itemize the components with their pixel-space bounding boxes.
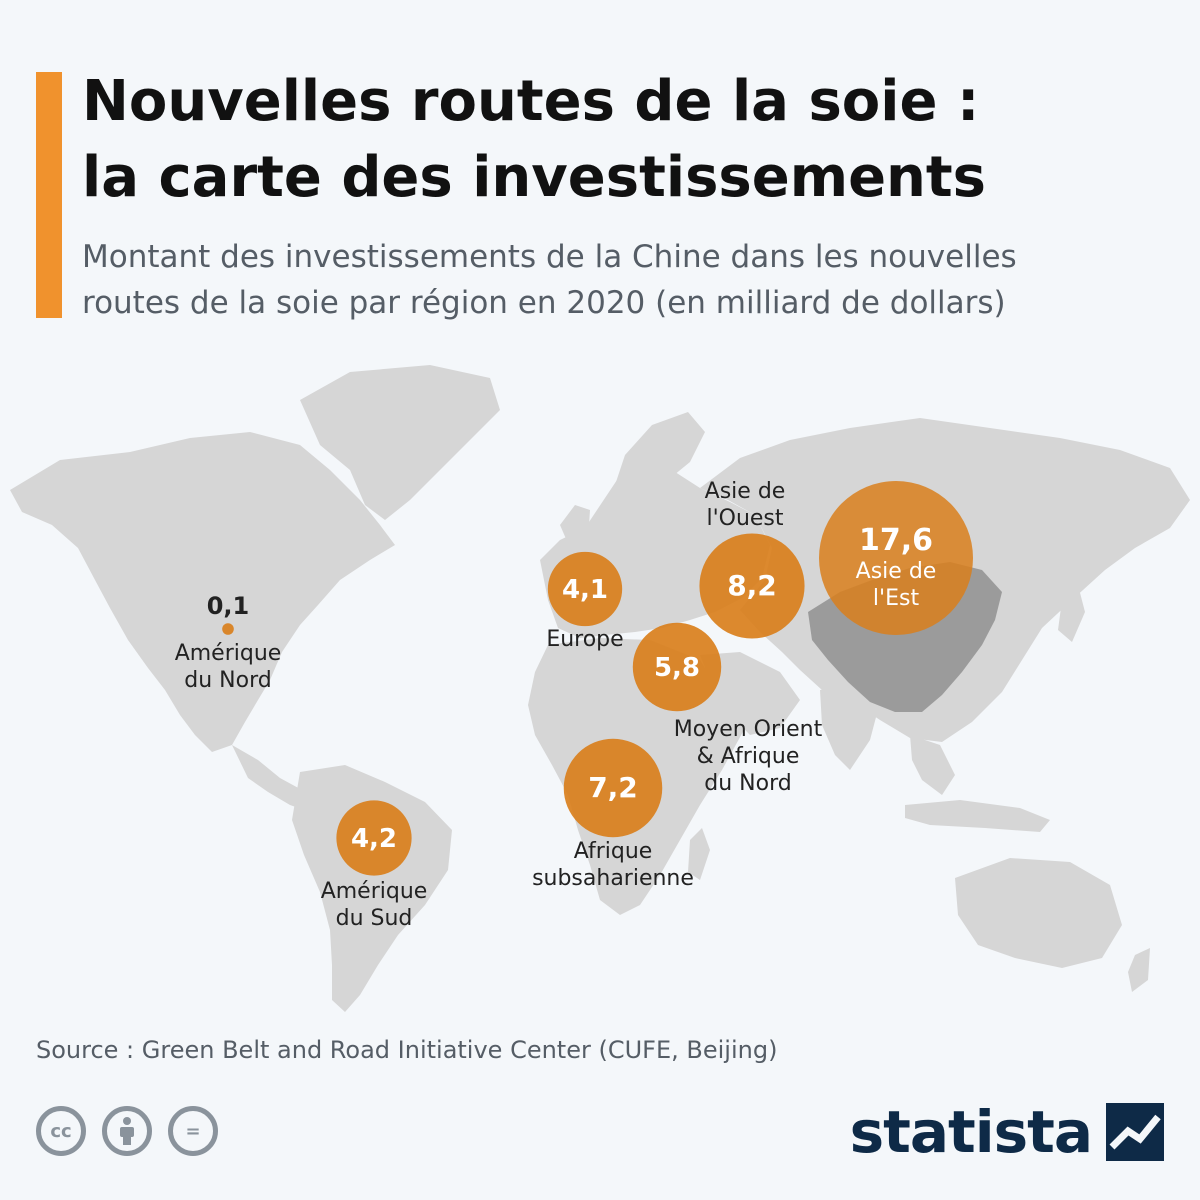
bubble-south-america xyxy=(336,800,412,876)
value-label-north-america: 0,1 xyxy=(207,592,250,620)
nd-icon-text: = xyxy=(185,1120,201,1142)
title-line-1: Nouvelles routes de la soie : xyxy=(82,69,980,134)
investment-bubbles: 0,1 Amérique du Nord 4,1 Europe 8,2 Asie de l'O… xyxy=(175,479,973,931)
page-title: Nouvelles routes de la soie : la carte d… xyxy=(82,64,1182,216)
cc-icon-text: cc xyxy=(50,1120,72,1142)
japan-shape xyxy=(1058,585,1085,642)
region-label-north-america: Amérique du Nord xyxy=(175,641,282,693)
indonesia-shape xyxy=(905,800,1050,832)
value-label-europe: 4,1 xyxy=(562,575,608,605)
madagascar-shape xyxy=(688,828,710,880)
greenland-shape xyxy=(300,365,500,520)
subtitle-line-2: routes de la soie par région en 2020 (en… xyxy=(82,285,1006,321)
by-icon xyxy=(102,1106,152,1156)
source-note: Source : Green Belt and Road Initiative … xyxy=(36,1036,778,1064)
value-label-sub-saharan-africa: 7,2 xyxy=(588,771,638,804)
value-label-mena: 5,8 xyxy=(654,653,700,683)
arabia-shape xyxy=(700,652,800,735)
license-icons: cc = xyxy=(36,1106,218,1156)
accent-bar xyxy=(36,72,62,318)
bubble-east-asia xyxy=(819,481,973,635)
statista-logo-icon xyxy=(1106,1103,1164,1161)
india-shape xyxy=(820,685,880,770)
bubble-sub-saharan-africa xyxy=(563,738,663,838)
bubble-north-america xyxy=(222,623,234,635)
value-label-south-america: 4,2 xyxy=(351,824,397,854)
world-map: 0,1 Amérique du Nord 4,1 Europe 8,2 Asie de l'O… xyxy=(0,340,1200,1040)
south-america-shape xyxy=(292,765,452,1012)
value-label-west-asia: 8,2 xyxy=(727,569,777,602)
bubble-mena xyxy=(632,622,722,712)
southeast-asia-shape xyxy=(910,735,955,795)
scandinavia-shape xyxy=(610,412,705,505)
australia-shape xyxy=(955,858,1122,968)
region-label-europe: Europe xyxy=(546,627,623,652)
world-map-svg: 0,1 Amérique du Nord 4,1 Europe 8,2 Asie de l'O… xyxy=(10,365,1190,1012)
region-label-mena: Moyen Orient & Afrique du Nord xyxy=(674,717,823,796)
region-label-east-asia: Asie de l'Est xyxy=(856,559,937,611)
region-label-west-asia: Asie de l'Ouest xyxy=(705,479,786,531)
statista-logo: statista xyxy=(850,1100,1164,1164)
nd-icon: = xyxy=(168,1106,218,1156)
subtitle-line-1: Montant des investissements de la Chine … xyxy=(82,239,1017,275)
logo-text: statista xyxy=(849,1098,1093,1166)
cc-icon: cc xyxy=(36,1106,86,1156)
region-label-south-america: Amérique du Sud xyxy=(321,879,428,931)
title-line-2: la carte des investissements xyxy=(82,145,987,210)
region-label-sub-saharan-africa: Afrique subsaharienne xyxy=(532,839,694,891)
north-america-shape xyxy=(10,432,395,752)
person-glyph xyxy=(120,1117,134,1145)
subtitle: Montant des investissements de la Chine … xyxy=(82,234,1182,326)
great-britain-shape xyxy=(560,505,590,548)
value-label-east-asia: 17,6 xyxy=(859,523,933,558)
bubble-europe xyxy=(547,551,623,627)
new-zealand-shape xyxy=(1128,948,1150,992)
bubble-west-asia xyxy=(699,533,805,639)
